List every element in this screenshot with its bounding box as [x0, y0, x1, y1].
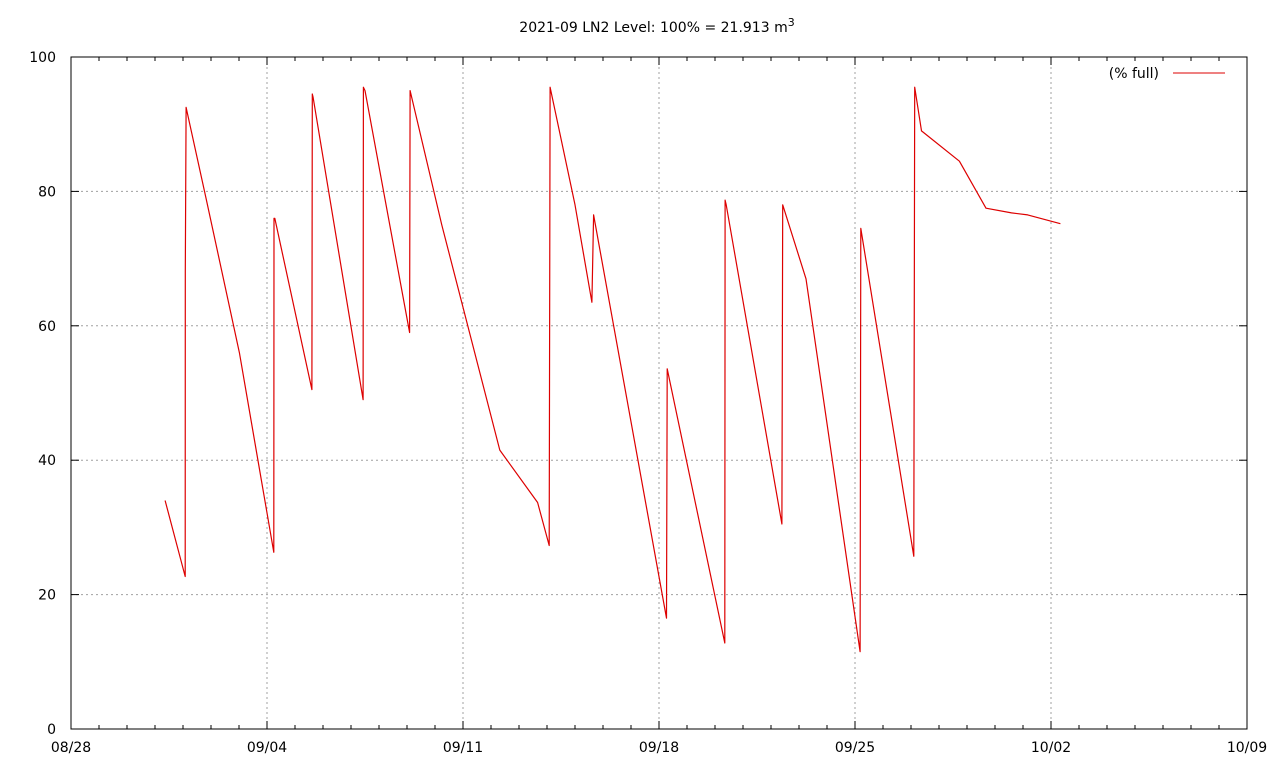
x-tick-label: 09/18	[639, 740, 679, 756]
legend: (% full)	[1109, 66, 1225, 82]
chart-title-main: 2021-09 LN2 Level: 100% = 21.913 m	[519, 20, 787, 36]
x-tick-label: 09/25	[835, 740, 875, 756]
grid-lines	[71, 57, 1247, 729]
chart-title: 2021-09 LN2 Level: 100% = 21.913 m3	[519, 16, 794, 36]
x-tick-label: 10/09	[1227, 740, 1267, 756]
y-tick-label: 0	[47, 722, 56, 738]
series-line-pct-full	[164, 86, 1061, 653]
x-tick-label: 09/04	[247, 740, 287, 756]
chart-title-superscript: 3	[788, 16, 795, 29]
y-tick-labels: 0 20 40 60 80 100	[29, 50, 56, 738]
x-tick-labels: 08/28 09/04 09/11 09/18 09/25 10/02 10/09	[51, 740, 1267, 756]
y-tick-label: 80	[38, 184, 56, 200]
y-tick-label: 40	[38, 453, 56, 469]
plot-border	[70, 56, 1248, 730]
y-tick-label: 20	[38, 588, 56, 604]
x-tick-label: 09/11	[443, 740, 483, 756]
x-tick-label: 08/28	[51, 740, 91, 756]
legend-label: (% full)	[1109, 66, 1159, 82]
series-layer	[164, 86, 1061, 653]
y-tick-label: 100	[29, 50, 56, 66]
x-tick-label: 10/02	[1031, 740, 1071, 756]
y-tick-label: 60	[38, 319, 56, 335]
